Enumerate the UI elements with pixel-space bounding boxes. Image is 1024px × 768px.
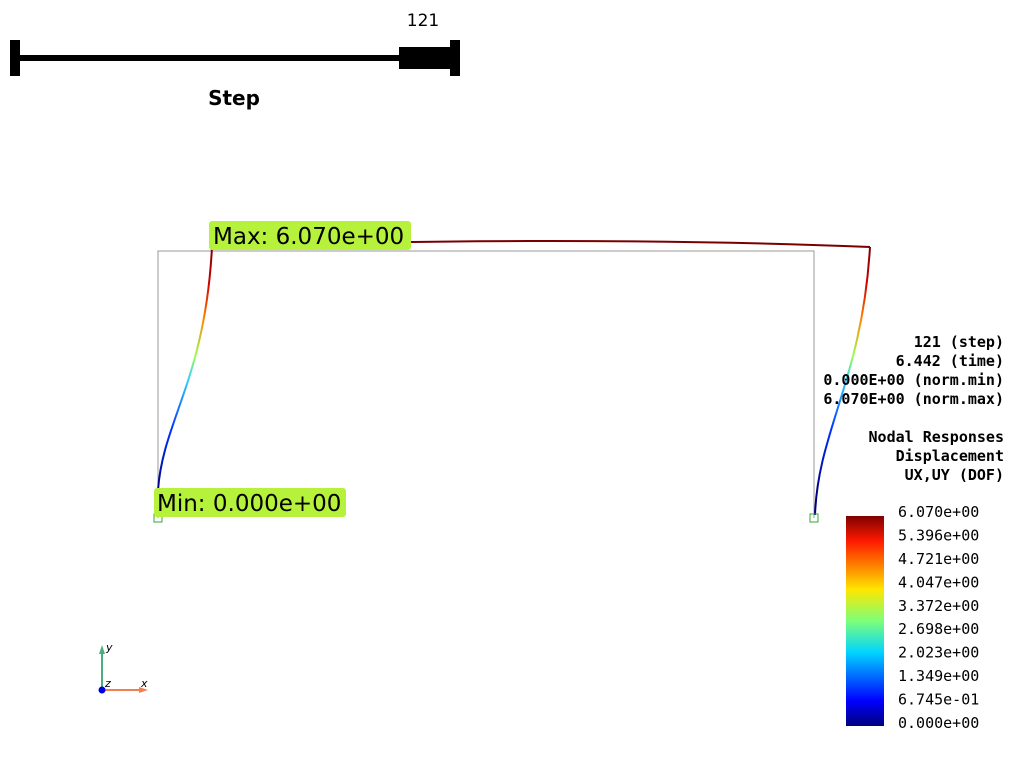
- max-label-box: [209, 221, 411, 250]
- undeformed-frame: [157, 250, 815, 518]
- colorbar-label: 6.070e+00: [898, 503, 979, 521]
- deformed-column: [157, 246, 213, 491]
- axis-label: x: [140, 677, 148, 690]
- colorbar-label: 1.349e+00: [898, 667, 979, 685]
- colorbar: [846, 516, 884, 726]
- slider-cap: [10, 40, 20, 76]
- min-label-box: [154, 488, 346, 517]
- info-line: Nodal Responses: [869, 428, 1004, 446]
- info-line: Displacement: [896, 447, 1004, 465]
- info-line: 6.442 (time): [896, 352, 1004, 370]
- axis-z: [98, 686, 106, 694]
- info-line: UX,UY (DOF): [905, 466, 1004, 484]
- colorbar-label: 6.745e-01: [898, 691, 979, 709]
- colorbar-label: 2.698e+00: [898, 620, 979, 638]
- axis-y-arrow: [99, 645, 105, 654]
- colorbar-label: 3.372e+00: [898, 597, 979, 615]
- info-line: 6.070E+00 (norm.max): [823, 390, 1004, 408]
- max-label: Max: 6.070e+00: [213, 224, 404, 250]
- slider-cap: [450, 40, 460, 76]
- colorbar-label: 2.023e+00: [898, 644, 979, 662]
- slider-handle[interactable]: [399, 47, 451, 69]
- colorbar-label: 4.047e+00: [898, 573, 979, 591]
- min-label: Min: 0.000e+00: [157, 491, 341, 517]
- axis-label: y: [105, 641, 113, 654]
- axis-x-arrow: [139, 687, 148, 693]
- colorbar-label: 5.396e+00: [898, 526, 979, 544]
- slider-value: 121: [407, 11, 439, 31]
- slider-title: Step: [208, 86, 260, 110]
- colorbar-label: 0.000e+00: [898, 714, 979, 732]
- colorbar-label: 4.721e+00: [898, 550, 979, 568]
- axis-label: z: [104, 677, 111, 690]
- support: [809, 513, 819, 523]
- deformed-column: [814, 246, 871, 516]
- info-line: 0.000E+00 (norm.min): [823, 371, 1004, 389]
- info-line: 121 (step): [914, 333, 1004, 351]
